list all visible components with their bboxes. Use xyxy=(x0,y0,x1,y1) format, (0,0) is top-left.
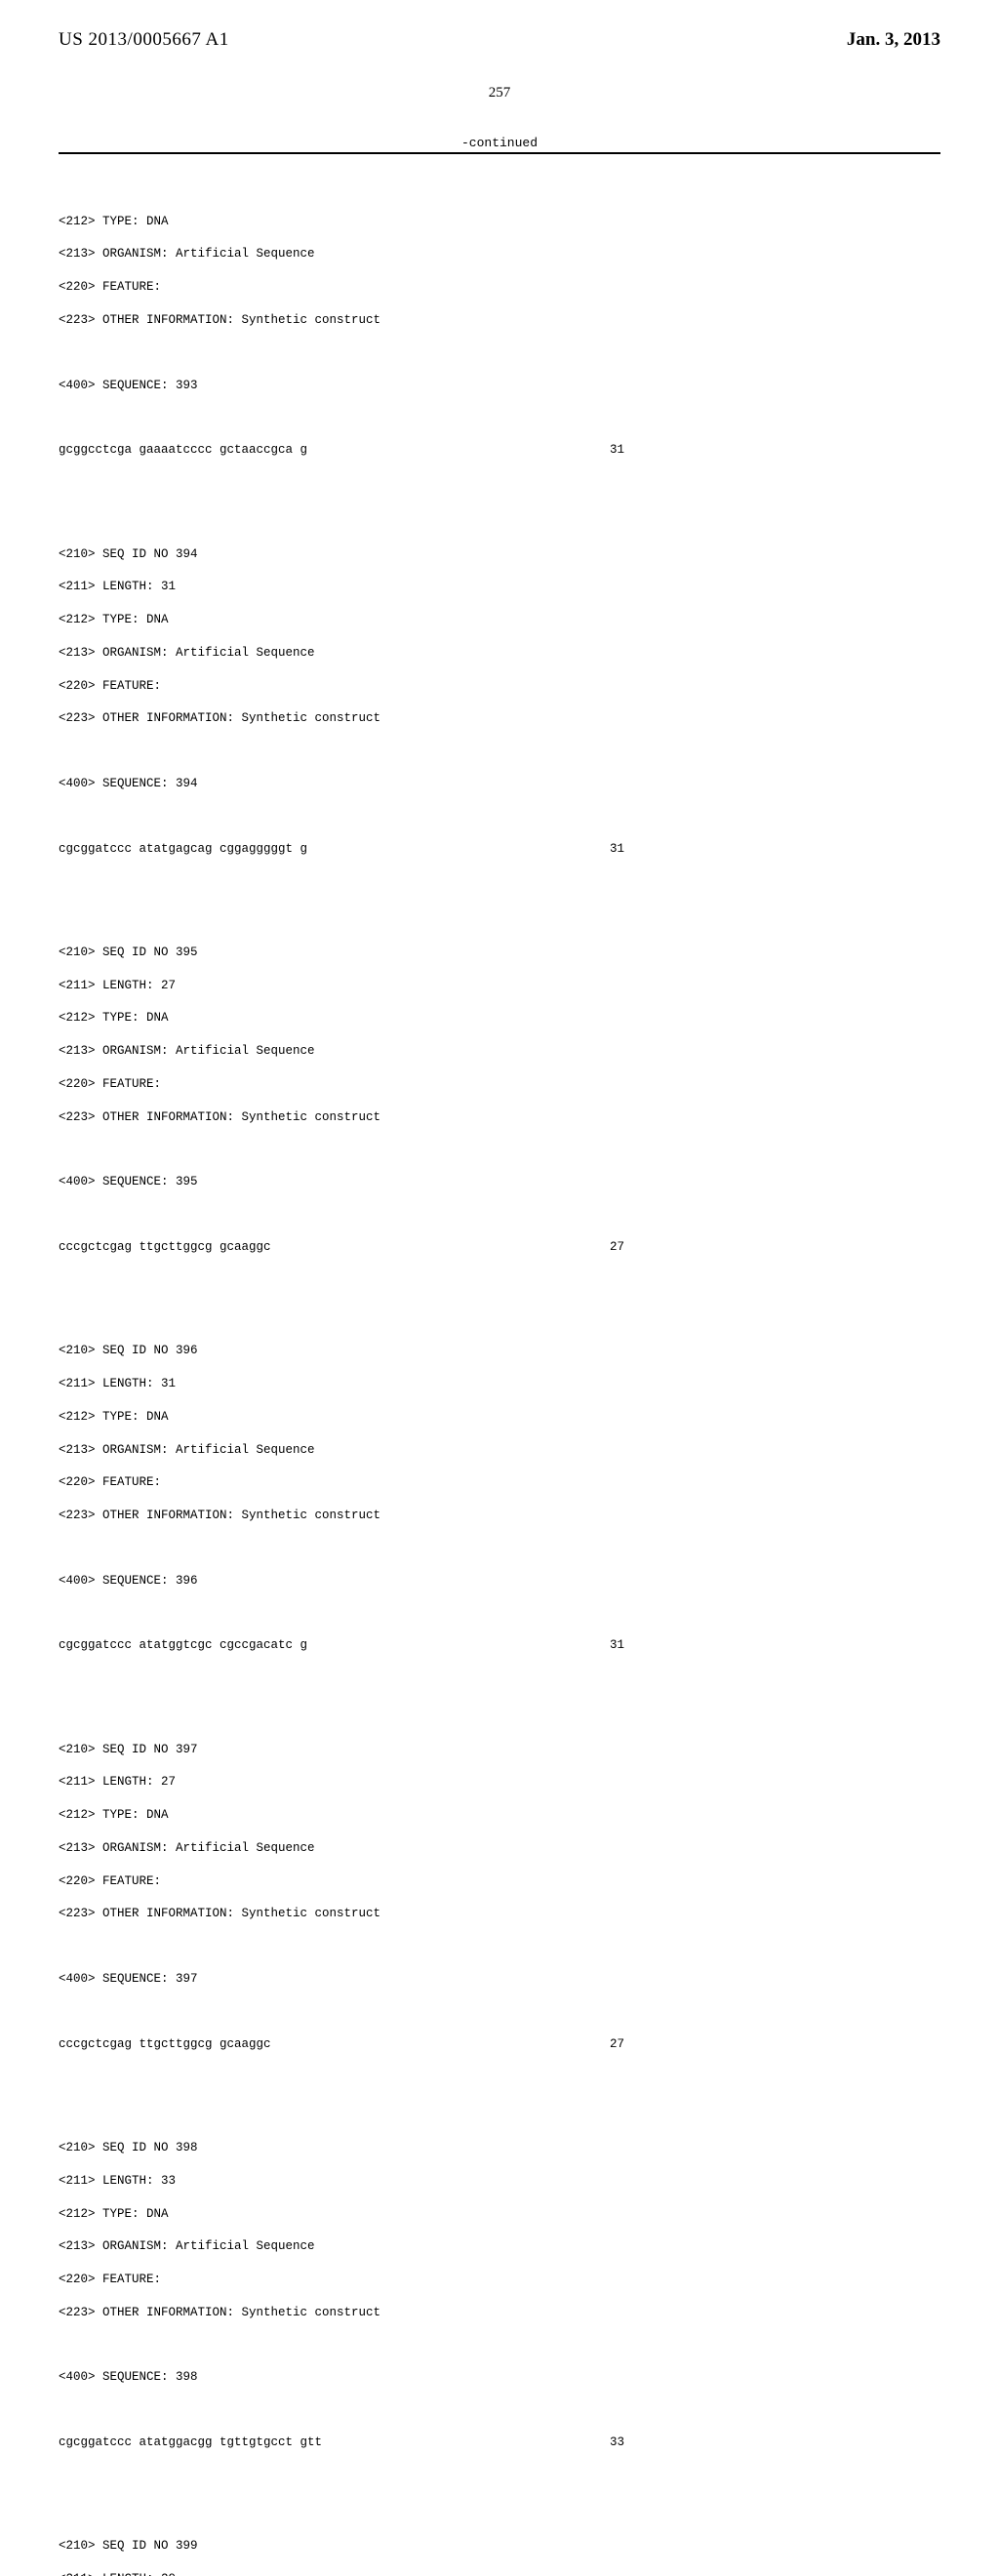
meta-line: <220> FEATURE: xyxy=(59,1474,940,1491)
section-divider xyxy=(59,152,940,154)
meta-line: <211> LENGTH: 31 xyxy=(59,1376,940,1392)
sequence-row: cgcggatccc atatggacgg tgttgtgcct gtt 33 xyxy=(59,2435,624,2451)
meta-line: <213> ORGANISM: Artificial Sequence xyxy=(59,1442,940,1459)
meta-line: <212> TYPE: DNA xyxy=(59,1010,940,1026)
meta-line: <210> SEQ ID NO 395 xyxy=(59,945,940,961)
sequence-label: <400> SEQUENCE: 393 xyxy=(59,378,940,394)
sequence-text: cgcggatccc atatggacgg tgttgtgcct gtt xyxy=(59,2435,322,2451)
sequence-block: <210> SEQ ID NO 394 <211> LENGTH: 31 <21… xyxy=(59,530,940,874)
sequence-text: cgcggatccc atatgagcag cggagggggt g xyxy=(59,841,307,858)
meta-line: <212> TYPE: DNA xyxy=(59,1409,940,1426)
meta-line: <223> OTHER INFORMATION: Synthetic const… xyxy=(59,1109,940,1126)
meta-line: <213> ORGANISM: Artificial Sequence xyxy=(59,1840,940,1857)
sequence-length: 27 xyxy=(610,2036,624,2053)
meta-line: <210> SEQ ID NO 397 xyxy=(59,1742,940,1758)
sequence-text: gcggcctcga gaaaatcccc gctaaccgca g xyxy=(59,442,307,459)
sequence-text: cccgctcgag ttgcttggcg gcaaggc xyxy=(59,1239,271,1256)
meta-line: <211> LENGTH: 33 xyxy=(59,2173,940,2190)
sequence-text: cccgctcgag ttgcttggcg gcaaggc xyxy=(59,2036,271,2053)
meta-line: <210> SEQ ID NO 394 xyxy=(59,546,940,563)
sequence-row: gcggcctcga gaaaatcccc gctaaccgca g 31 xyxy=(59,442,624,459)
sequence-length: 33 xyxy=(610,2435,624,2451)
meta-line: <211> LENGTH: 27 xyxy=(59,1774,940,1791)
sequence-label: <400> SEQUENCE: 398 xyxy=(59,2369,940,2386)
sequence-row: cccgctcgag ttgcttggcg gcaaggc 27 xyxy=(59,1239,624,1256)
meta-line: <223> OTHER INFORMATION: Synthetic const… xyxy=(59,312,940,329)
continued-label: -continued xyxy=(59,136,940,150)
meta-line: <211> LENGTH: 29 xyxy=(59,2571,940,2576)
meta-line: <210> SEQ ID NO 396 xyxy=(59,1343,940,1359)
meta-line: <220> FEATURE: xyxy=(59,1076,940,1093)
sequence-block: <210> SEQ ID NO 398 <211> LENGTH: 33 <21… xyxy=(59,2123,940,2468)
sequence-label: <400> SEQUENCE: 394 xyxy=(59,776,940,792)
sequence-row: cccgctcgag ttgcttggcg gcaaggc 27 xyxy=(59,2036,624,2053)
sequence-label: <400> SEQUENCE: 395 xyxy=(59,1174,940,1190)
meta-line: <212> TYPE: DNA xyxy=(59,2206,940,2223)
meta-line: <210> SEQ ID NO 398 xyxy=(59,2140,940,2156)
meta-line: <213> ORGANISM: Artificial Sequence xyxy=(59,645,940,662)
sequence-block: <210> SEQ ID NO 399 <211> LENGTH: 29 <21… xyxy=(59,2522,940,2576)
meta-line: <223> OTHER INFORMATION: Synthetic const… xyxy=(59,2305,940,2321)
sequence-listing: <212> TYPE: DNA <213> ORGANISM: Artifici… xyxy=(59,164,940,2576)
meta-line: <212> TYPE: DNA xyxy=(59,612,940,628)
sequence-block: <210> SEQ ID NO 396 <211> LENGTH: 31 <21… xyxy=(59,1326,940,1670)
sequence-block: <210> SEQ ID NO 397 <211> LENGTH: 27 <21… xyxy=(59,1725,940,2070)
meta-line: <223> OTHER INFORMATION: Synthetic const… xyxy=(59,710,940,727)
meta-line: <210> SEQ ID NO 399 xyxy=(59,2538,940,2555)
meta-line: <220> FEATURE: xyxy=(59,2272,940,2288)
meta-line: <223> OTHER INFORMATION: Synthetic const… xyxy=(59,1906,940,1922)
page-header: US 2013/0005667 A1 Jan. 3, 2013 xyxy=(59,29,940,51)
meta-line: <220> FEATURE: xyxy=(59,279,940,296)
sequence-length: 31 xyxy=(610,442,624,459)
document-number: US 2013/0005667 A1 xyxy=(59,29,229,51)
sequence-length: 31 xyxy=(610,1637,624,1654)
meta-line: <213> ORGANISM: Artificial Sequence xyxy=(59,2238,940,2255)
sequence-text: cgcggatccc atatggtcgc cgccgacatc g xyxy=(59,1637,307,1654)
sequence-length: 31 xyxy=(610,841,624,858)
meta-line: <220> FEATURE: xyxy=(59,678,940,695)
sequence-label: <400> SEQUENCE: 397 xyxy=(59,1971,940,1988)
meta-line: <211> LENGTH: 27 xyxy=(59,978,940,994)
page-number: 257 xyxy=(59,85,940,101)
meta-line: <211> LENGTH: 31 xyxy=(59,579,940,595)
sequence-label: <400> SEQUENCE: 396 xyxy=(59,1573,940,1590)
meta-line: <220> FEATURE: xyxy=(59,1873,940,1890)
document-date: Jan. 3, 2013 xyxy=(847,29,940,51)
meta-line: <212> TYPE: DNA xyxy=(59,214,940,230)
meta-line: <213> ORGANISM: Artificial Sequence xyxy=(59,1043,940,1060)
meta-line: <212> TYPE: DNA xyxy=(59,1807,940,1824)
sequence-row: cgcggatccc atatgagcag cggagggggt g 31 xyxy=(59,841,624,858)
meta-line: <223> OTHER INFORMATION: Synthetic const… xyxy=(59,1508,940,1524)
sequence-block: <210> SEQ ID NO 395 <211> LENGTH: 27 <21… xyxy=(59,928,940,1272)
meta-line: <213> ORGANISM: Artificial Sequence xyxy=(59,246,940,262)
sequence-row: cgcggatccc atatggtcgc cgccgacatc g 31 xyxy=(59,1637,624,1654)
sequence-block: <212> TYPE: DNA <213> ORGANISM: Artifici… xyxy=(59,197,940,475)
sequence-length: 27 xyxy=(610,1239,624,1256)
